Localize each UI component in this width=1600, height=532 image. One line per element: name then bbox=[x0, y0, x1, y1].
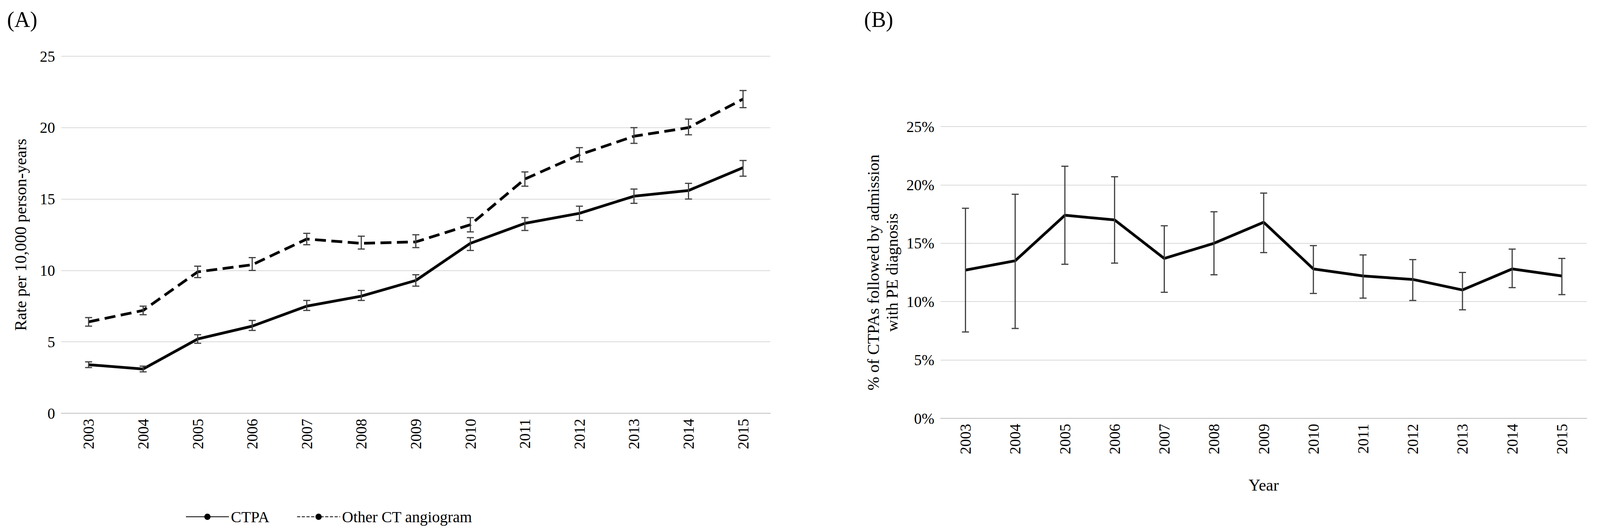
svg-text:2008: 2008 bbox=[352, 418, 370, 450]
svg-text:2015: 2015 bbox=[1553, 423, 1571, 455]
svg-text:2006: 2006 bbox=[243, 418, 261, 450]
svg-text:10: 10 bbox=[39, 262, 56, 279]
svg-text:15: 15 bbox=[39, 190, 56, 208]
svg-text:2014: 2014 bbox=[680, 418, 697, 450]
svg-text:10%: 10% bbox=[906, 293, 935, 311]
svg-text:Rate per 10,000 person-years: Rate per 10,000 person-years bbox=[11, 138, 30, 331]
svg-text:2010: 2010 bbox=[1305, 423, 1322, 455]
svg-text:2004: 2004 bbox=[1006, 423, 1024, 455]
svg-text:20: 20 bbox=[39, 119, 56, 136]
svg-text:2011: 2011 bbox=[516, 418, 534, 449]
svg-text:0%: 0% bbox=[914, 410, 935, 427]
svg-text:5: 5 bbox=[47, 333, 56, 351]
svg-text:2005: 2005 bbox=[1056, 423, 1074, 455]
svg-text:2015: 2015 bbox=[734, 418, 752, 450]
svg-text:15%: 15% bbox=[906, 234, 935, 252]
svg-text:with PE diagnosis: with PE diagnosis bbox=[883, 213, 902, 332]
svg-text:25%: 25% bbox=[906, 118, 935, 136]
svg-text:2009: 2009 bbox=[407, 418, 425, 450]
svg-text:25: 25 bbox=[39, 48, 56, 65]
svg-text:2013: 2013 bbox=[625, 418, 643, 450]
svg-text:% of CTPAs followed by admissi: % of CTPAs followed by admission bbox=[864, 154, 883, 391]
svg-text:2003: 2003 bbox=[80, 418, 97, 450]
svg-text:2003: 2003 bbox=[957, 423, 974, 455]
svg-text:2005: 2005 bbox=[189, 418, 207, 450]
svg-text:0: 0 bbox=[47, 405, 56, 422]
svg-text:(A): (A) bbox=[7, 7, 38, 33]
svg-text:2010: 2010 bbox=[462, 418, 479, 450]
svg-text:20%: 20% bbox=[906, 176, 935, 194]
svg-text:2009: 2009 bbox=[1255, 423, 1273, 455]
svg-text:(B): (B) bbox=[864, 7, 894, 33]
svg-text:2007: 2007 bbox=[1155, 423, 1173, 455]
svg-text:CTPA: CTPA bbox=[230, 508, 270, 526]
svg-text:2008: 2008 bbox=[1205, 423, 1223, 455]
svg-text:5%: 5% bbox=[914, 351, 935, 369]
svg-text:2012: 2012 bbox=[1404, 423, 1422, 455]
svg-text:2004: 2004 bbox=[134, 418, 152, 450]
svg-text:2012: 2012 bbox=[571, 418, 588, 450]
svg-text:2014: 2014 bbox=[1503, 423, 1521, 455]
svg-text:2006: 2006 bbox=[1106, 423, 1124, 455]
svg-text:Other CT angiogram: Other CT angiogram bbox=[342, 508, 473, 526]
svg-text:2007: 2007 bbox=[298, 418, 316, 450]
svg-text:2011: 2011 bbox=[1354, 423, 1372, 454]
svg-text:Year: Year bbox=[1248, 476, 1279, 495]
svg-text:2013: 2013 bbox=[1453, 423, 1471, 455]
